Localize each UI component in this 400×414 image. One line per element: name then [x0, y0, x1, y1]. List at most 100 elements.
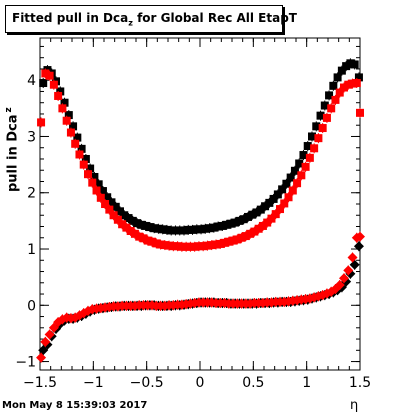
- data-point-square: [229, 236, 238, 245]
- data-point-square: [329, 81, 338, 90]
- data-point-square: [128, 216, 137, 225]
- data-point-square: [111, 202, 120, 211]
- data-point-square: [135, 232, 144, 241]
- data-point-diamond: [40, 336, 51, 347]
- x-tick-label: 1: [302, 375, 311, 391]
- data-point-square: [75, 150, 84, 159]
- data-point-square: [188, 225, 197, 234]
- data-point-square: [344, 80, 353, 89]
- data-point-square: [160, 241, 169, 250]
- data-point-square: [107, 198, 116, 207]
- data-point-square: [156, 240, 165, 249]
- data-point-square: [286, 173, 295, 182]
- data-point-square: [205, 224, 214, 233]
- y-tick-label: 1: [27, 242, 36, 258]
- data-point-square: [318, 124, 327, 133]
- data-point-square: [37, 118, 46, 127]
- data-point-square: [148, 237, 156, 246]
- data-point-square: [152, 239, 161, 248]
- data-point-square: [231, 218, 240, 227]
- data-point-square: [143, 236, 152, 245]
- data-point-square: [293, 179, 302, 188]
- data-point-square: [276, 205, 284, 214]
- data-point-square: [116, 207, 124, 216]
- data-point-square: [139, 234, 148, 243]
- data-point-square: [45, 71, 54, 80]
- data-point-square: [233, 235, 242, 244]
- data-point-square: [209, 223, 218, 232]
- data-point-square: [216, 239, 225, 248]
- data-point-square: [165, 241, 174, 250]
- data-point-square: [218, 221, 227, 230]
- axis-ticks: −1.5 −1 −0.5 0 0.5 1 1.5 −1 0 1 2 3 4: [15, 38, 371, 391]
- data-point-square: [190, 242, 199, 251]
- data-point-square: [224, 237, 233, 246]
- data-point-square: [352, 79, 361, 88]
- data-point-square: [169, 242, 178, 251]
- data-point-square: [246, 229, 255, 238]
- plot-area-border: [39, 37, 361, 371]
- data-point-diamond: [343, 265, 354, 276]
- data-point-diamond: [334, 280, 345, 291]
- data-point-square: [150, 224, 159, 233]
- data-point-square: [92, 186, 101, 195]
- data-point-square: [175, 226, 184, 235]
- data-point-square: [118, 220, 127, 229]
- data-point-square: [137, 220, 146, 229]
- data-point-square: [220, 238, 229, 247]
- x-tick-label: −1: [83, 375, 104, 391]
- data-point-square: [54, 91, 63, 100]
- data-point-square: [105, 205, 114, 214]
- y-axis-label: pull in Dcaz: [4, 82, 22, 192]
- data-point-square: [327, 104, 336, 113]
- data-point-diamond: [349, 259, 360, 270]
- chart-title-subscript: z: [128, 18, 133, 28]
- data-point-square: [182, 242, 191, 251]
- data-point-square: [133, 219, 142, 228]
- data-point-square: [305, 153, 314, 162]
- data-point-square: [103, 193, 112, 202]
- data-point-square: [197, 225, 206, 234]
- data-point-square: [237, 233, 246, 242]
- data-point-square: [171, 226, 180, 235]
- chart-title: Fitted pull in Dcaz for Global Rec All E…: [12, 11, 297, 27]
- data-point-square: [41, 69, 50, 78]
- data-point-square: [312, 122, 321, 131]
- data-point-square: [308, 132, 316, 141]
- data-point-square: [263, 218, 272, 227]
- data-point-square: [284, 193, 293, 202]
- x-tick-label: 0.5: [242, 375, 264, 391]
- data-point-square: [235, 216, 244, 225]
- data-point-square: [335, 88, 344, 97]
- data-point-square: [254, 224, 263, 233]
- x-tick-label: −0.5: [130, 375, 164, 391]
- data-point-diamond: [355, 231, 365, 242]
- data-point-square: [295, 159, 304, 168]
- data-point-square: [348, 79, 357, 88]
- data-point-square: [86, 164, 95, 173]
- x-axis-label: η: [350, 398, 359, 413]
- data-point-square: [273, 190, 282, 199]
- data-point-square: [69, 122, 78, 131]
- data-point-square: [271, 210, 280, 219]
- data-point-square: [124, 214, 133, 223]
- data-points: [36, 58, 365, 363]
- data-point-diamond: [44, 329, 55, 340]
- data-point-square: [96, 193, 105, 202]
- data-point-square: [62, 116, 71, 125]
- data-point-square: [258, 221, 267, 230]
- data-point-square: [173, 242, 182, 251]
- data-point-square: [252, 208, 261, 217]
- data-point-square: [203, 241, 212, 250]
- data-point-square: [130, 229, 139, 238]
- data-point-square: [194, 242, 203, 251]
- data-point-square: [316, 111, 325, 120]
- data-point-square: [331, 95, 340, 104]
- data-point-diamond: [353, 241, 364, 252]
- data-point-square: [126, 227, 135, 236]
- data-point-diamond: [36, 352, 47, 363]
- data-point-square: [325, 91, 334, 100]
- y-axis-label-main: pull in Dca: [5, 114, 21, 192]
- chart-title-box: Fitted pull in Dcaz for Global Rec All E…: [5, 5, 297, 33]
- data-point-square: [109, 211, 118, 220]
